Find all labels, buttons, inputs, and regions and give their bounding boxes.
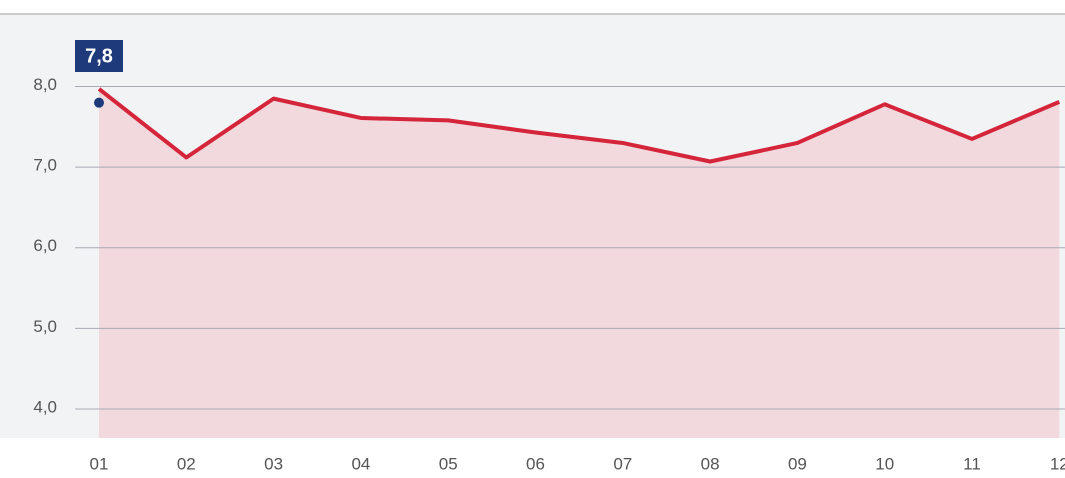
x-tick-label: 10 xyxy=(875,454,894,473)
x-tick-label: 02 xyxy=(177,454,196,473)
y-tick-label: 8,0 xyxy=(33,75,57,94)
x-tick-label: 07 xyxy=(613,454,632,473)
area xyxy=(99,88,1060,438)
x-tick-label: 09 xyxy=(788,454,807,473)
x-tick-label: 04 xyxy=(351,454,370,473)
point xyxy=(94,97,104,108)
y-tick-label: 5,0 xyxy=(33,317,57,336)
y-tick-label: 7,0 xyxy=(33,156,57,175)
value-label: 7,8 xyxy=(85,45,113,67)
x-tick-label: 12 xyxy=(1050,454,1065,473)
y-tick-label: 4,0 xyxy=(33,397,57,416)
x-tick-label: 01 xyxy=(90,454,109,473)
y-tick-label: 6,0 xyxy=(33,236,57,255)
x-tick-label: 03 xyxy=(264,454,283,473)
x-tick-label: 11 xyxy=(963,454,981,473)
x-tick-label: 06 xyxy=(526,454,545,473)
line xyxy=(97,87,1061,164)
value-label-box xyxy=(75,40,123,72)
x-tick-label: 08 xyxy=(701,454,720,473)
x-tick-label: 05 xyxy=(439,454,458,473)
